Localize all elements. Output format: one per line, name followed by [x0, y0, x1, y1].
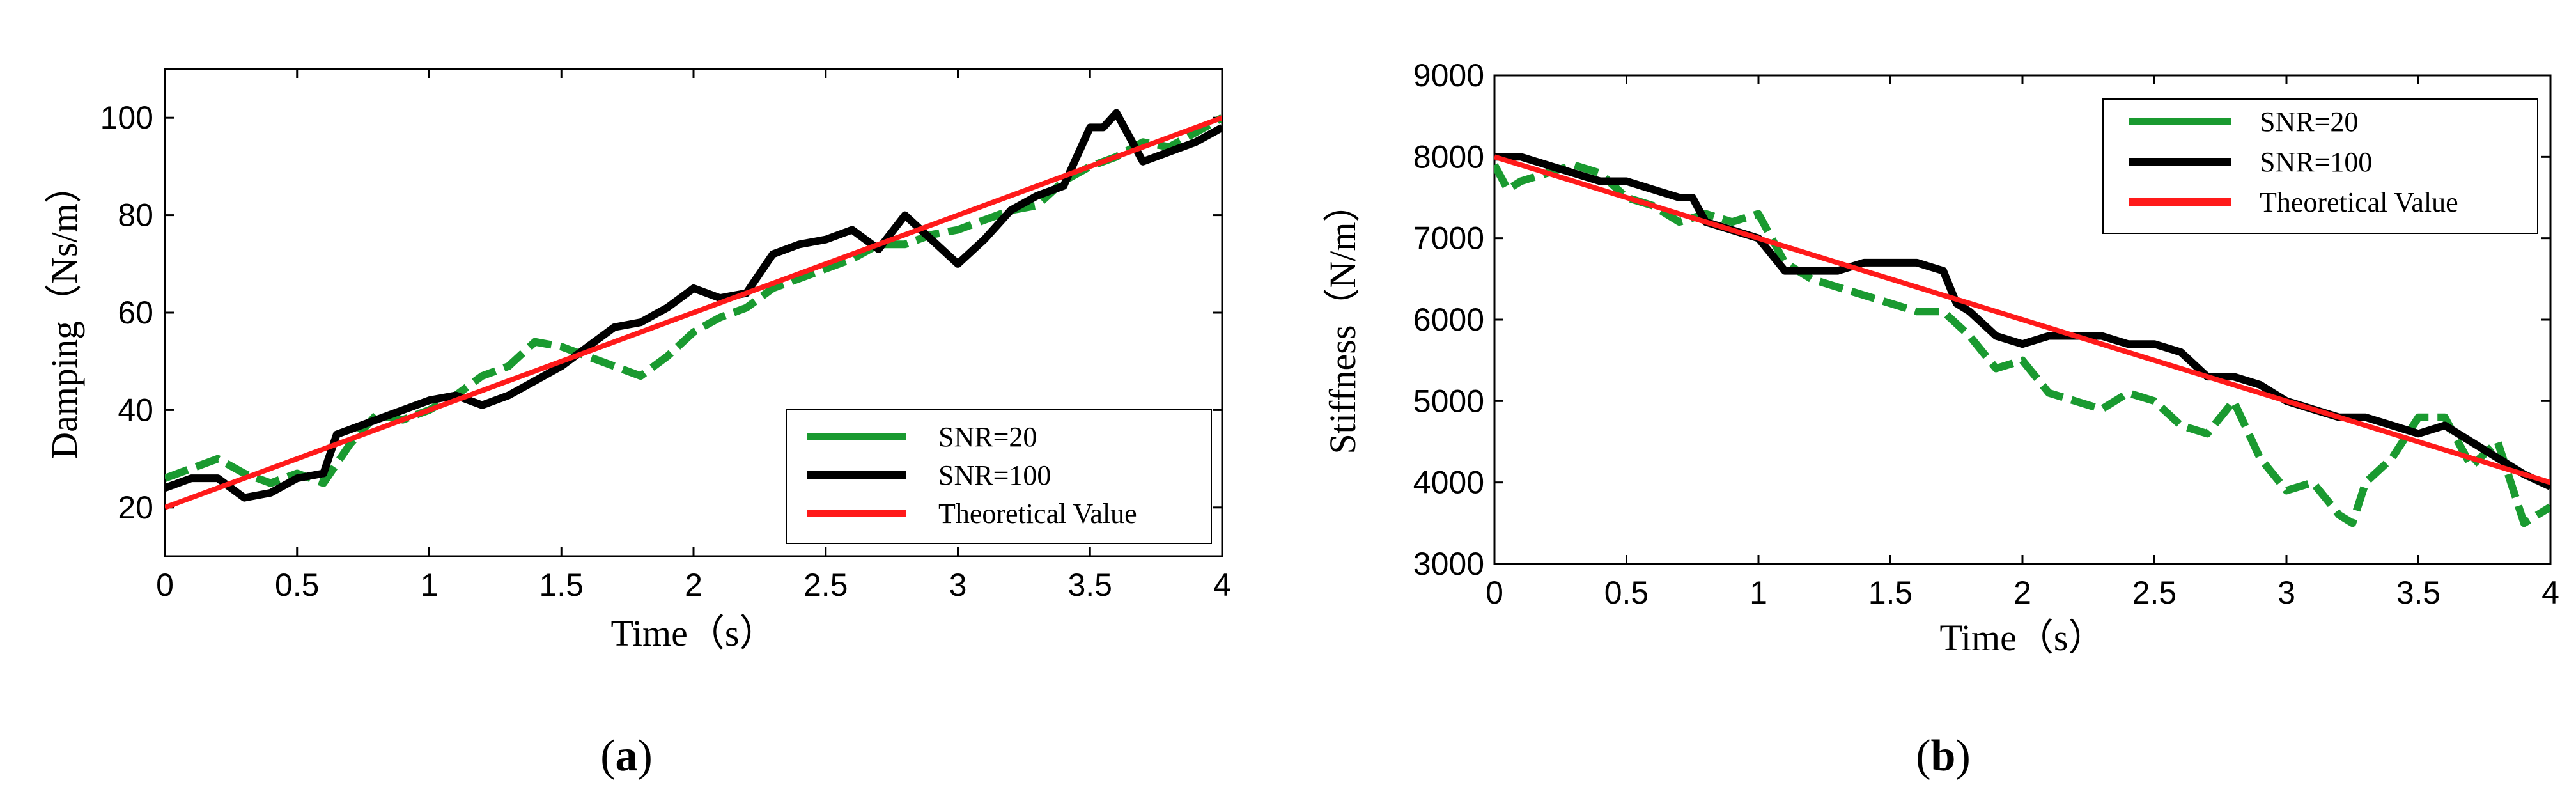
x-tick-label: 3 [949, 567, 967, 603]
series-line-theoretical-value [1494, 154, 2550, 485]
y-tick-label: 20 [118, 490, 153, 526]
legend-label: SNR=20 [2260, 106, 2358, 137]
panel-label: (a) [600, 731, 653, 781]
y-axis-label: Stiffness（N/m） [1322, 185, 1363, 454]
legend-label: SNR=20 [938, 421, 1037, 453]
legend: SNR=20 SNR=100 Theoretical Value [2102, 98, 2538, 234]
series-line-snr-100 [165, 109, 1222, 502]
x-tick-label: 2 [2013, 575, 2031, 611]
x-tick-label: 2.5 [803, 567, 848, 603]
series-line-snr-100 [1494, 153, 2550, 490]
y-tick-label: 4000 [1413, 465, 1484, 501]
series-group [165, 109, 1222, 510]
chart-panel-a: 0 0.5 1 1.5 2 2.5 3 3.5 4 20 40 60 80 100 Time（s） Dampi… [43, 68, 1231, 781]
legend-label: SNR=100 [2260, 146, 2372, 178]
x-tick-label: 3 [2277, 575, 2295, 611]
x-tick-label: 0.5 [1604, 575, 1649, 611]
x-tick-label: 4 [2541, 575, 2559, 611]
x-tick-label: 4 [1213, 567, 1231, 603]
x-tick-label: 2 [685, 567, 702, 603]
y-tick-label: 7000 [1413, 221, 1484, 256]
x-axis-label: Time（s） [1940, 617, 2106, 658]
legend: SNR=20 SNR=100 Theoretical Value [786, 409, 1212, 544]
legend-label: Theoretical Value [938, 498, 1137, 529]
x-axis-label: Time（s） [611, 612, 777, 654]
chart-panel-b: 0 0.5 1 1.5 2 2.5 3 3.5 4 3000 4000 5000 6000 7000 800… [1322, 58, 2559, 781]
y-tick-label: 9000 [1413, 58, 1484, 93]
y-tick-label: 40 [118, 392, 153, 428]
panel-label: (b) [1916, 731, 1971, 781]
legend-label: SNR=100 [938, 460, 1051, 491]
x-tick-label: 3.5 [1067, 567, 1112, 603]
series-line-theoretical-value [165, 115, 1222, 510]
x-tick-label: 1 [1750, 575, 1767, 611]
y-tick-label: 6000 [1413, 302, 1484, 338]
legend-label: Theoretical Value [2260, 187, 2458, 218]
x-tick-label: 0.5 [275, 567, 320, 603]
x-tick-label: 1.5 [1868, 575, 1913, 611]
x-tick-label: 0 [1486, 575, 1503, 611]
series-group [1494, 153, 2550, 527]
x-tick-label: 1.5 [539, 567, 584, 603]
y-tick-label: 80 [118, 198, 153, 233]
x-tick-label: 3.5 [2396, 575, 2441, 611]
y-tick-label: 100 [100, 100, 153, 136]
x-tick-label: 1 [421, 567, 438, 603]
series-line-snr-20 [165, 114, 1222, 487]
y-tick-label: 8000 [1413, 139, 1484, 175]
y-tick-label: 5000 [1413, 383, 1484, 419]
y-axis-label: Damping（Ns/m） [43, 166, 85, 459]
x-tick-label: 0 [156, 567, 174, 603]
y-tick-label: 60 [118, 295, 153, 331]
x-tick-label: 2.5 [2132, 575, 2177, 611]
y-tick-label: 3000 [1413, 546, 1484, 582]
